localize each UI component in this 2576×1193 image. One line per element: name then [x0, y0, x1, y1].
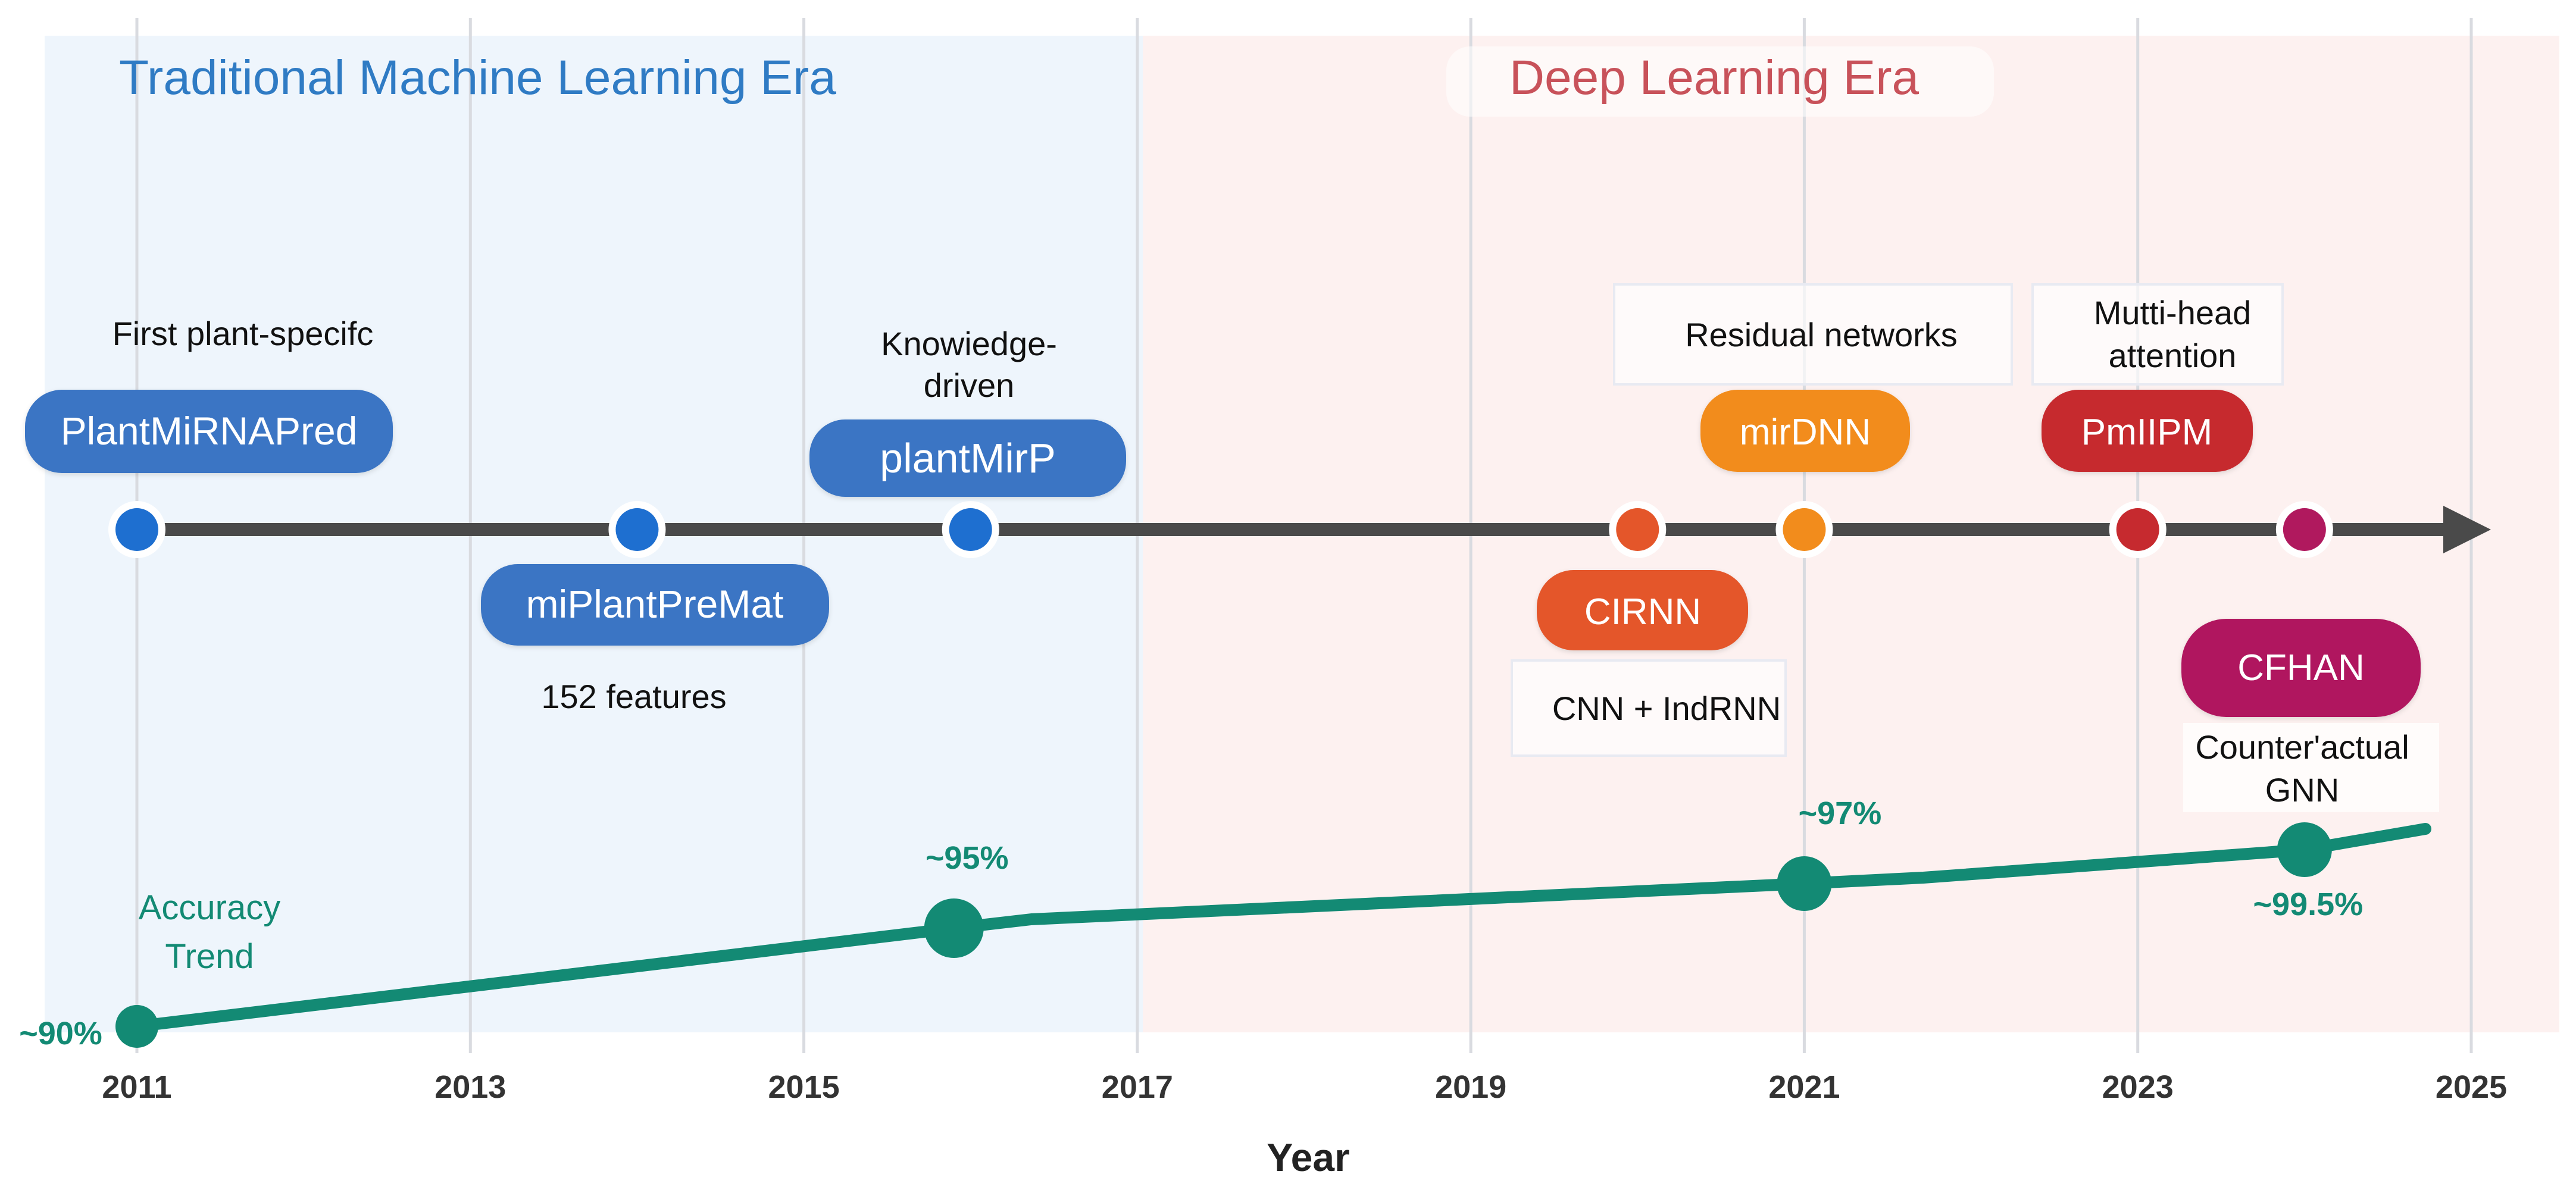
- dot-plantmirp: [949, 508, 992, 551]
- note-multi-head-attention: Mutti-head attention: [2094, 294, 2252, 374]
- pill-plantmirp: plantMirP: [809, 419, 1126, 497]
- deep-era-title-box: [1446, 46, 1994, 117]
- accuracy-trend-label: Accuracy Trend: [139, 888, 281, 976]
- pill-pmiipm: PmIIPM: [2042, 390, 2253, 472]
- pill-cfhan: CFHAN: [2181, 619, 2421, 717]
- accuracy-points: ~90% ~95% ~97% ~99.5%: [19, 796, 2363, 1051]
- note-knowledge-driven: Knowiedge-driven: [881, 325, 1057, 404]
- x-axis-tick-labels: 2011 2013 2015 2017 2019 2021 2023 2025: [102, 1069, 2507, 1105]
- x-tick-label-2023: 2023: [2102, 1069, 2174, 1105]
- pill-pmiipm-label: PmIIPM: [2081, 412, 2212, 453]
- accuracy-label-2024: ~99.5%: [2253, 887, 2364, 922]
- x-tick-label-2017: 2017: [1102, 1069, 1173, 1105]
- pill-cirnn: CIRNN: [1537, 570, 1748, 650]
- pill-miplantpremat: miPlantPreMat: [481, 564, 829, 646]
- multi-head-attention-note-box: [2031, 283, 2284, 386]
- pill-plantmirnapred: PlantMiRNAPred: [25, 390, 393, 473]
- x-tick-label-2021: 2021: [1768, 1069, 1840, 1105]
- pill-plantmirnapred-label: PlantMiRNAPred: [61, 409, 358, 453]
- pill-cirnn-label: CIRNN: [1584, 591, 1701, 632]
- method-dots: [108, 501, 2333, 558]
- note-first-plant-specific: First plant-specifc: [112, 315, 374, 352]
- accuracy-label-2011: ~90%: [19, 1016, 102, 1051]
- pill-mirdnn: mirDNN: [1700, 390, 1910, 472]
- dot-plantmirnapred: [115, 508, 158, 551]
- traditional-era-title: Traditional Machine Learning Era: [119, 51, 836, 105]
- cnn-indrnn-note-box: [1511, 659, 1787, 757]
- pill-mirdnn-label: mirDNN: [1740, 412, 1871, 453]
- note-residual-networks: Residual networks: [1685, 316, 1958, 353]
- note-152-features: 152 features: [541, 678, 726, 715]
- residual-networks-note-box: [1613, 283, 2013, 386]
- x-tick-label-2019: 2019: [1435, 1069, 1506, 1105]
- accuracy-point-2024: [2277, 822, 2332, 877]
- dot-mirdnn: [1783, 508, 1826, 551]
- x-tick-label-2013: 2013: [434, 1069, 506, 1105]
- note-counterfactual-gnn: Counter'actual GNN: [2195, 728, 2409, 809]
- x-tick-label-2015: 2015: [768, 1069, 840, 1105]
- dot-cfhan: [2283, 508, 2326, 551]
- counterfactual-gnn-note-box: [2183, 723, 2439, 812]
- deep-era-title: Deep Learning Era: [1509, 51, 1920, 105]
- accuracy-label-2015.9: ~95%: [926, 840, 1009, 876]
- timeline-arrow-head: [2443, 506, 2491, 553]
- x-tick-label-2011: 2011: [102, 1069, 171, 1105]
- x-tick-label-2025: 2025: [2436, 1069, 2507, 1105]
- dot-cirnn: [1616, 508, 1659, 551]
- pill-plantmirp-label: plantMirP: [880, 435, 1056, 481]
- note-cnn-indrnn: CNN + IndRNN: [1552, 690, 1781, 727]
- pill-cfhan-label: CFHAN: [2237, 647, 2365, 688]
- dot-pmiipm: [2116, 508, 2159, 551]
- x-axis-title: Year: [1267, 1135, 1349, 1179]
- accuracy-point-2011: [115, 1005, 158, 1048]
- pill-miplantpremat-label: miPlantPreMat: [526, 582, 784, 626]
- accuracy-label-2021: ~97%: [1799, 796, 1882, 831]
- accuracy-point-2021: [1777, 856, 1832, 911]
- dot-miplantpremat: [615, 508, 659, 551]
- accuracy-point-2015.9: [924, 898, 984, 958]
